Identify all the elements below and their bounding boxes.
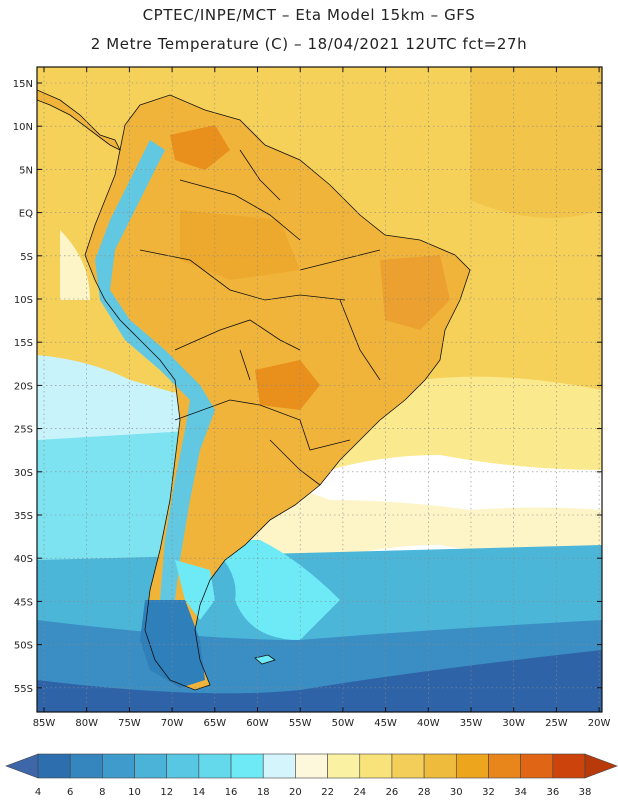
- lat-label: 30S: [14, 468, 33, 479]
- colorbar-label: 20: [289, 787, 302, 798]
- colorbar-label: 34: [514, 787, 527, 798]
- lon-label: 30W: [502, 718, 525, 729]
- lon-label: 25W: [545, 718, 568, 729]
- colorbar-swatches: [37, 753, 586, 779]
- lon-label: 60W: [246, 718, 269, 729]
- colorbar-label: 10: [128, 787, 141, 798]
- lat-label: 5S: [20, 252, 33, 263]
- colorbar-label: 36: [546, 787, 559, 798]
- colorbar-swatch: [198, 753, 232, 779]
- colorbar-swatch: [455, 753, 489, 779]
- lon-label: 70W: [161, 718, 184, 729]
- map-frame: [36, 66, 603, 713]
- lat-label: 15S: [14, 338, 33, 349]
- lat-label: 10S: [14, 295, 33, 306]
- country-borders: [84, 94, 471, 691]
- colorbar-swatch: [359, 753, 393, 779]
- colorbar-swatch: [391, 753, 425, 779]
- lat-label: 20S: [14, 381, 33, 392]
- patagonia-cyan: [175, 560, 215, 620]
- ocean-coastal-cyan: [205, 540, 340, 640]
- latitude-labels: 15N 10N 5N EQ 5S 10S 15S 20S 25S 30S 35S 40S 45S 50S 5…: [13, 79, 33, 695]
- colorbar-swatch: [69, 753, 103, 779]
- colorbar-label: 38: [579, 787, 592, 798]
- lat-label: 15N: [13, 79, 33, 90]
- colorbar-swatch: [37, 753, 71, 779]
- lat-label: 55S: [14, 684, 33, 695]
- warm-region-amazon: [180, 210, 300, 280]
- axis-ticks: [37, 67, 602, 712]
- colorbar-swatch: [327, 753, 361, 779]
- colorbar-label: 6: [67, 787, 73, 798]
- lon-label: 55W: [289, 718, 312, 729]
- lat-label: EQ: [19, 209, 33, 220]
- central-america: [37, 89, 121, 151]
- colorbar-label: 8: [99, 787, 105, 798]
- colorbar-labels: 4 6 8 10 12 14 16 18 20 22 24 26 28 30 32 34 36 38: [35, 787, 592, 798]
- lat-label: 5N: [19, 165, 33, 176]
- colorbar-swatch: [295, 753, 328, 779]
- lon-label: 40W: [417, 718, 440, 729]
- lon-label: 85W: [33, 718, 56, 729]
- colorbar-label: 26: [386, 787, 399, 798]
- hot-region-pantanal: [255, 360, 320, 410]
- falkland-islands: [254, 654, 276, 665]
- colorbar-label: 16: [225, 787, 238, 798]
- colorbar-swatch: [230, 753, 264, 779]
- lat-label: 35S: [14, 511, 33, 522]
- colorbar-swatch: [423, 753, 457, 779]
- lat-label: 40S: [14, 554, 33, 565]
- lon-label: 45W: [374, 718, 397, 729]
- longitude-labels: 85W 80W 75W 70W 65W 60W 55W 50W 45W 40W 35W 30W 25W 2…: [33, 718, 611, 729]
- colorbar-label: 4: [35, 787, 41, 798]
- colorbar-left-arrow: [5, 753, 39, 779]
- lon-label: 80W: [75, 718, 98, 729]
- colorbar-label: 30: [450, 787, 463, 798]
- ocean-cool-band: [37, 430, 205, 560]
- colorbar-right-arrow: [584, 753, 618, 779]
- lat-label: 10N: [13, 122, 33, 133]
- colorbar-label: 14: [193, 787, 206, 798]
- lon-label: 50W: [332, 718, 355, 729]
- colorbar-swatch: [102, 753, 135, 779]
- ocean-tropical-dark: [470, 67, 602, 218]
- title-line-1: CPTEC/INPE/MCT – Eta Model 15km – GFS: [142, 6, 476, 24]
- colorbar-swatch: [166, 753, 200, 779]
- andes-cool-strip: [95, 140, 215, 645]
- lon-label: 35W: [460, 718, 483, 729]
- lat-label: 50S: [14, 641, 33, 652]
- ocean-light-cyan: [37, 355, 200, 445]
- patagonia-cold: [140, 600, 205, 688]
- colorbar-label: 12: [160, 787, 173, 798]
- hot-region-northeast: [380, 255, 450, 330]
- colorbar-swatch: [552, 753, 586, 779]
- lon-label: 75W: [118, 718, 141, 729]
- colorbar-swatch: [134, 753, 168, 779]
- colorbar-swatch: [488, 753, 521, 779]
- lat-label: 45S: [14, 597, 33, 608]
- lon-label: 20W: [588, 718, 611, 729]
- colorbar-label: 32: [482, 787, 495, 798]
- colorbar-label: 24: [353, 787, 366, 798]
- lon-label: 65W: [203, 718, 226, 729]
- map-area: [37, 67, 602, 712]
- colorbar-label: 22: [321, 787, 334, 798]
- temperature-colorbar: 4 6 8 10 12 14 16 18 20 22 24 26 28 30 32 34 36 38: [5, 753, 618, 798]
- hot-region-venezuela: [170, 125, 230, 170]
- colorbar-swatch: [520, 753, 554, 779]
- ocean-coastal-pale: [60, 230, 90, 300]
- colorbar-label: 28: [418, 787, 431, 798]
- ocean-polar-band: [37, 650, 602, 712]
- temperature-map: 15N 10N 5N EQ 5S 10S 15S 20S 25S 30S 35S 40S 45S 50S 5…: [13, 66, 611, 729]
- title-line-2: 2 Metre Temperature (C) – 18/04/2021 12U…: [90, 35, 528, 53]
- colorbar-label: 18: [257, 787, 270, 798]
- lat-label: 25S: [14, 425, 33, 436]
- colorbar-swatch: [262, 753, 296, 779]
